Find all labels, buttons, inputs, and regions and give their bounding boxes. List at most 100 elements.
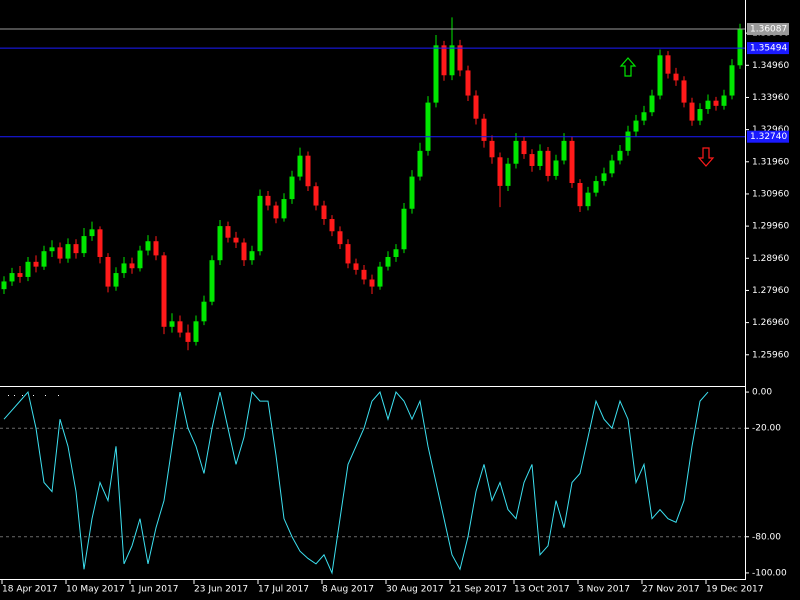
candle-body [729, 65, 735, 96]
level-label-box [747, 42, 789, 55]
candle-body [297, 155, 303, 177]
candle-body [201, 301, 207, 322]
candle-body [569, 140, 575, 184]
y-tick-label: 1.28960 [752, 254, 789, 264]
x-tick-label: 3 Nov 2017 [578, 585, 630, 595]
candle-body [505, 163, 511, 186]
candle-body [721, 95, 727, 106]
x-tick-label: 1 Jun 2017 [130, 585, 178, 595]
candle-body [417, 150, 423, 177]
x-tick-label: 13 Oct 2017 [514, 585, 570, 595]
candle-body [593, 181, 599, 193]
candle-body [697, 109, 703, 121]
candle-body [49, 247, 55, 252]
candle-body [625, 131, 631, 151]
candle-body [609, 160, 615, 174]
candle-body [641, 112, 647, 121]
candle-body [89, 229, 95, 237]
level-label-box [747, 130, 789, 143]
level-label-box [747, 23, 789, 36]
candle-body [537, 150, 543, 166]
candle-body [17, 273, 23, 277]
candle-body [737, 28, 743, 66]
candle-body [657, 55, 663, 96]
candle-body [521, 140, 527, 155]
candle-body [673, 73, 679, 81]
x-tick-label: 23 Jun 2017 [194, 585, 248, 595]
candle-body [313, 186, 319, 206]
candle-body [481, 118, 487, 141]
buy-arrow [619, 57, 637, 77]
candle-body [433, 45, 439, 103]
candle-body [121, 263, 127, 274]
y-tick-label: -100.00 [752, 568, 787, 578]
candle-body [681, 80, 687, 103]
candle-body [705, 100, 711, 110]
candle-body [129, 263, 135, 269]
candle-body [113, 273, 119, 287]
candle-body [81, 236, 87, 254]
candle-body [185, 332, 191, 342]
candle-body [489, 140, 495, 158]
candle-body [233, 237, 239, 243]
level-label: 1.36087 [750, 25, 787, 35]
candle-body [409, 176, 415, 209]
candle-body [169, 321, 175, 327]
candle-body [577, 183, 583, 207]
candle-body [561, 140, 567, 161]
x-tick-label: 30 Aug 2017 [386, 585, 444, 595]
candle-body [225, 226, 231, 238]
y-tick-label: 1.34960 [752, 61, 789, 71]
candle-body [633, 120, 639, 132]
candle-body [353, 263, 359, 270]
candle-body [361, 269, 367, 280]
candle-body [553, 160, 559, 176]
candle-body [65, 244, 71, 259]
candle-body [145, 241, 151, 251]
candle-body [369, 279, 375, 287]
y-tick-label: 1.31960 [752, 157, 789, 167]
candle-body [25, 261, 31, 277]
indicator-line [3, 390, 709, 575]
candle-body [161, 255, 167, 327]
candle-body [665, 55, 671, 74]
candle-body [329, 219, 335, 232]
y-tick-label: 1.25960 [752, 350, 789, 360]
candle-body [441, 45, 447, 76]
candle-body [265, 195, 271, 206]
candle-body [57, 247, 63, 259]
candle-body [385, 256, 391, 267]
y-tick-label: -80.00 [752, 532, 781, 542]
y-tick-label: 1.33960 [752, 93, 789, 103]
candle-body [1, 281, 7, 290]
candle-body [649, 95, 655, 113]
level-label: 1.35494 [750, 44, 787, 54]
candle-body [345, 244, 351, 264]
x-tick-label: 10 May 2017 [66, 585, 125, 595]
candle-body [393, 249, 399, 257]
candle-body [41, 251, 47, 267]
candle-body [257, 195, 263, 252]
candle-body [457, 45, 463, 71]
candle-body [9, 273, 15, 282]
level-label: 1.32740 [750, 132, 787, 142]
y-tick-label: 0.00 [752, 388, 772, 398]
candle-body [529, 154, 535, 166]
candle-body [337, 231, 343, 245]
candle-body [137, 250, 143, 269]
candle-body [497, 157, 503, 186]
candle-body [425, 102, 431, 151]
candle-body [249, 251, 255, 261]
candle-body [305, 155, 311, 187]
candle-body [73, 244, 79, 254]
candle-body [193, 321, 199, 342]
candle-body [377, 266, 383, 287]
candle-body [105, 256, 111, 287]
candle-body [617, 150, 623, 161]
candle-body [401, 208, 407, 250]
x-tick-label: 17 Jul 2017 [258, 585, 309, 595]
candle-body [281, 199, 287, 219]
candle-body [321, 205, 327, 220]
